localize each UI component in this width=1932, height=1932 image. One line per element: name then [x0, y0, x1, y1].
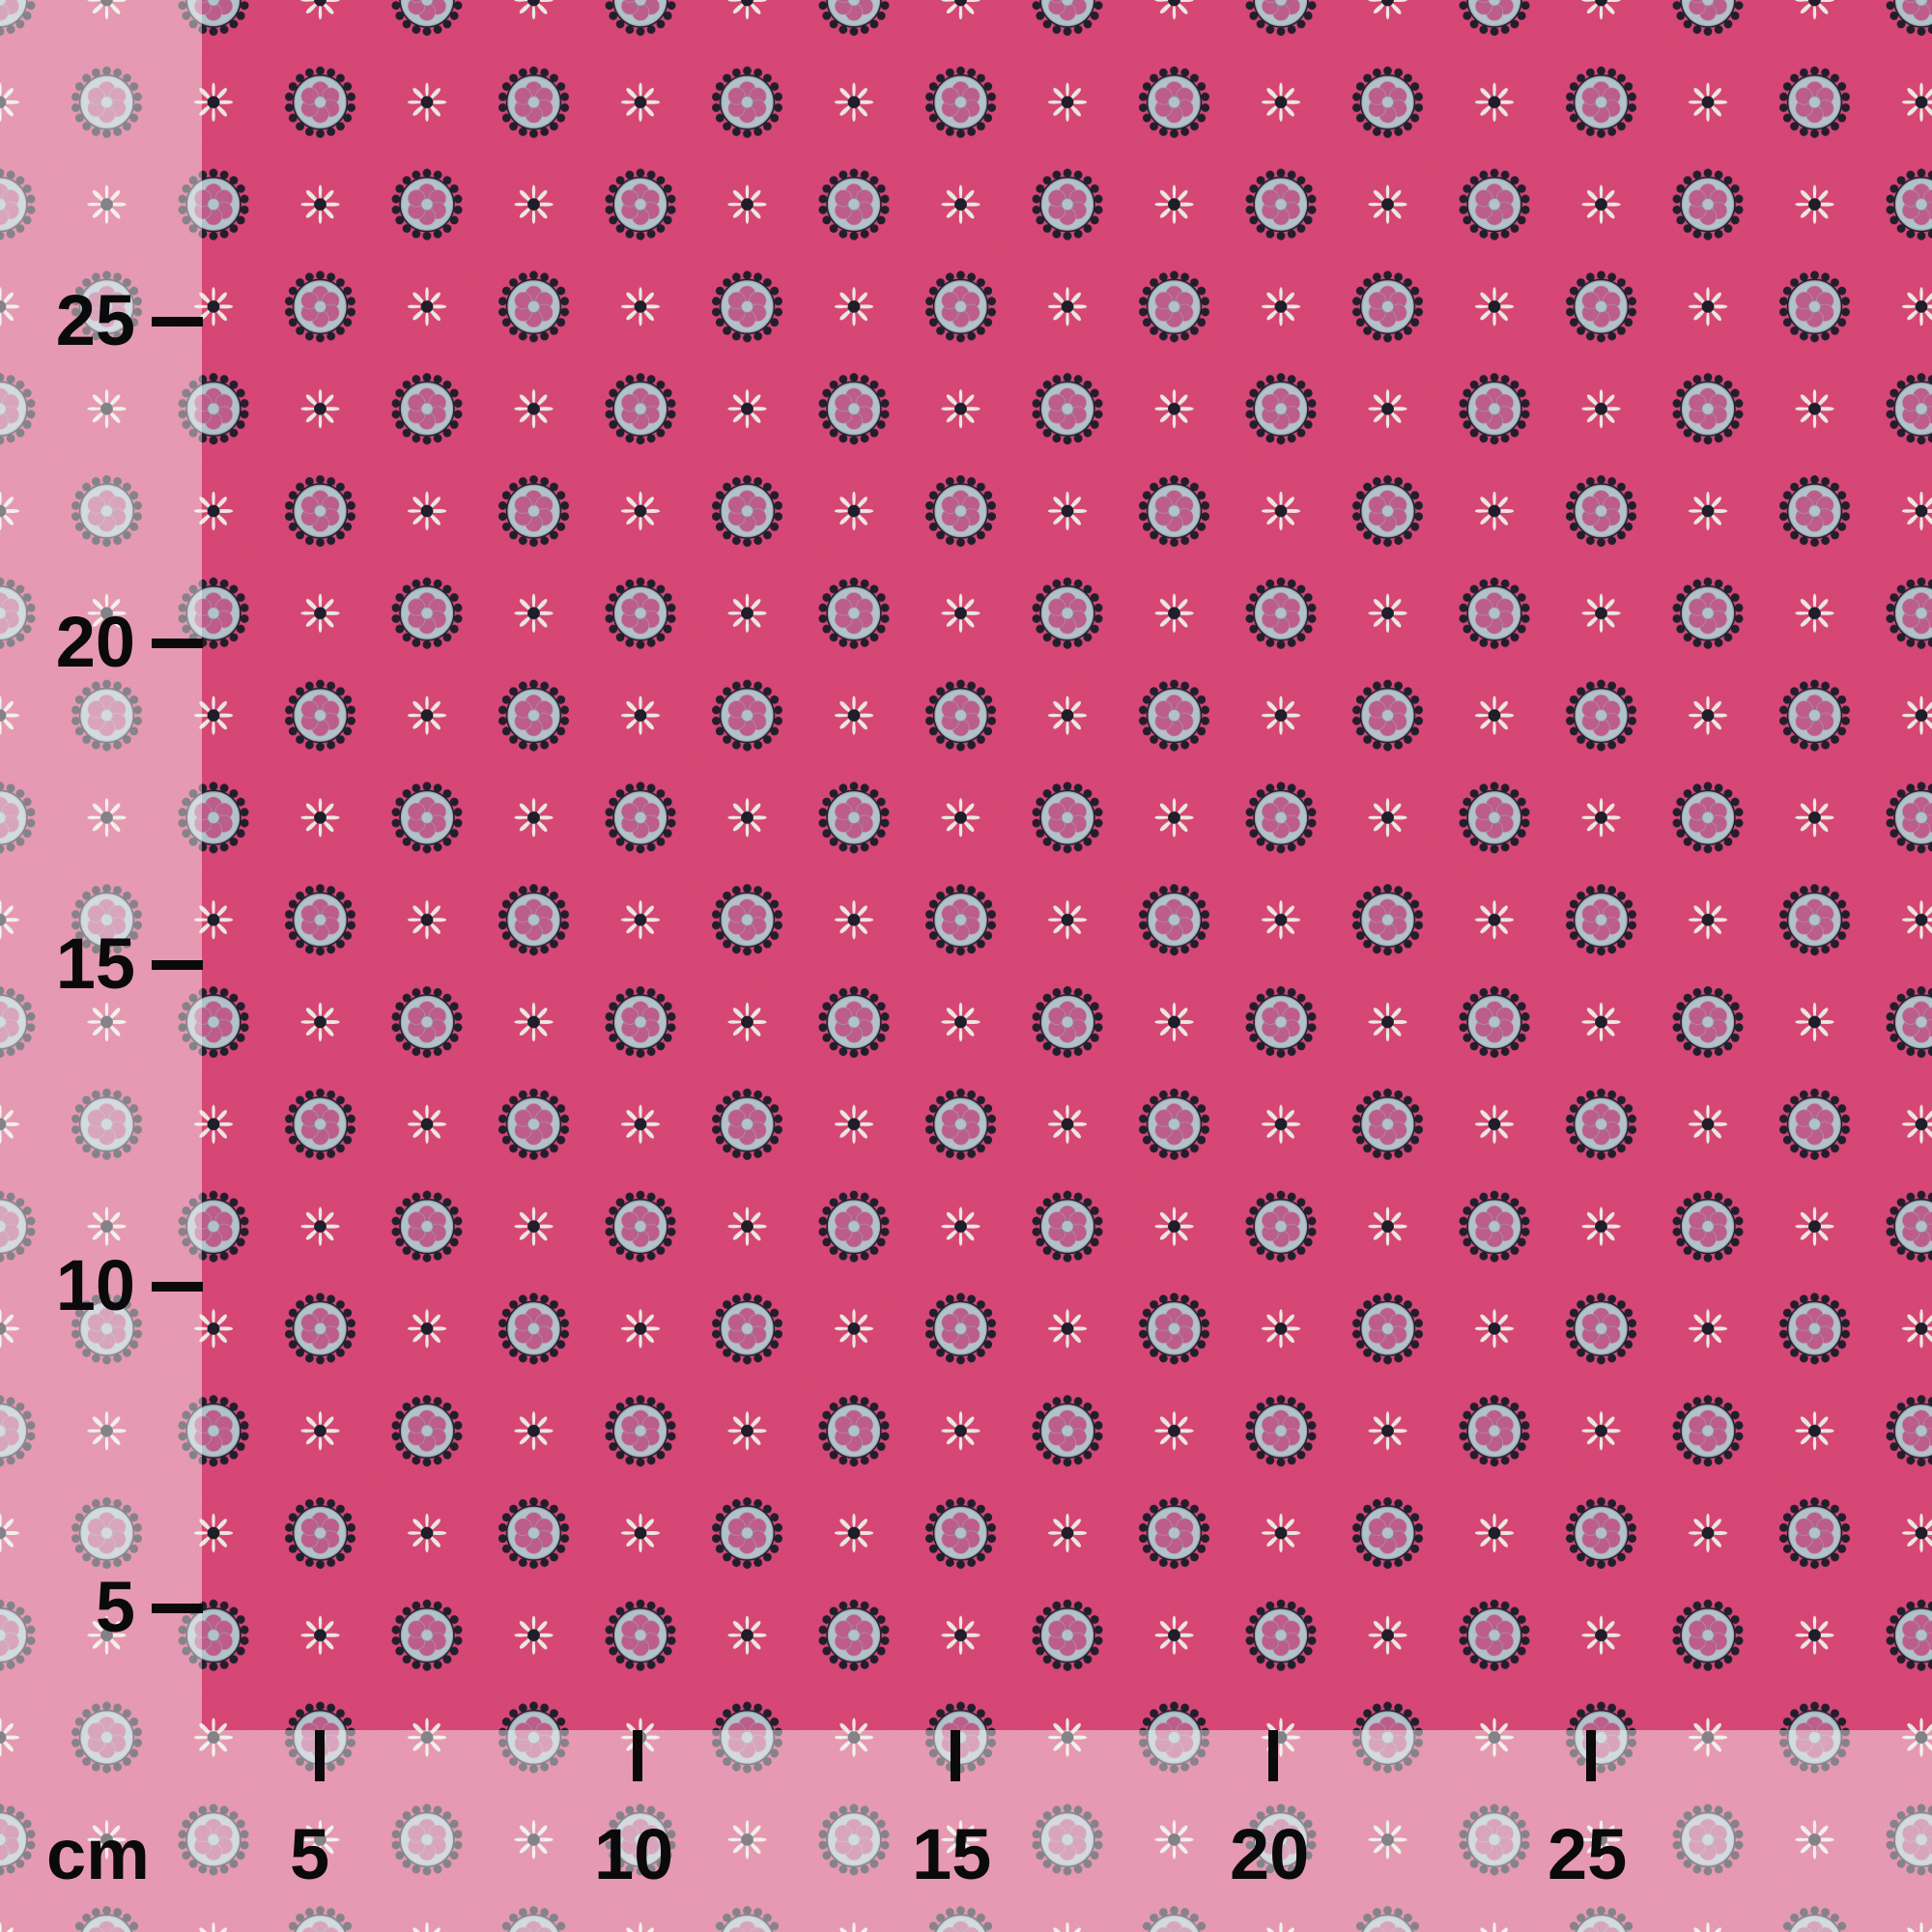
svg-text:15: 15: [912, 1814, 991, 1894]
svg-text:10: 10: [56, 1245, 135, 1325]
svg-text:5: 5: [290, 1814, 329, 1894]
svg-text:cm: cm: [46, 1814, 150, 1894]
svg-text:5: 5: [96, 1567, 135, 1647]
svg-text:25: 25: [1548, 1814, 1627, 1894]
svg-text:15: 15: [56, 923, 135, 1004]
svg-text:20: 20: [56, 602, 135, 682]
svg-text:20: 20: [1230, 1814, 1309, 1894]
svg-text:10: 10: [594, 1814, 673, 1894]
svg-text:25: 25: [56, 280, 135, 360]
